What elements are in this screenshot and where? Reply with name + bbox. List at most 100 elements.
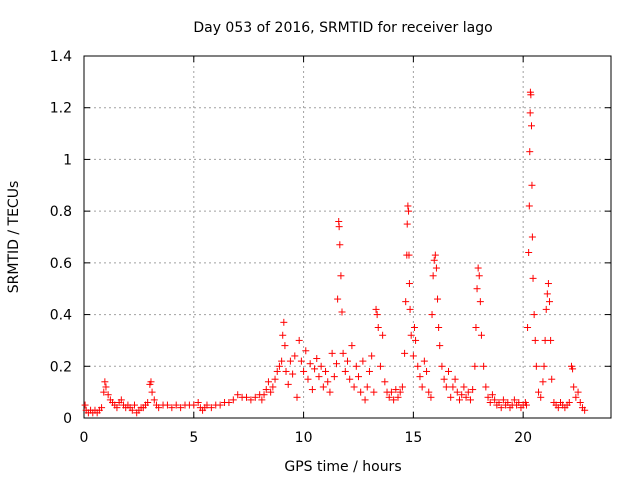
data-point bbox=[488, 391, 496, 399]
data-point bbox=[451, 375, 459, 383]
data-point bbox=[381, 378, 389, 386]
data-point bbox=[275, 362, 283, 370]
data-point bbox=[271, 375, 279, 383]
data-point bbox=[306, 360, 314, 368]
y-tick-label: 1 bbox=[63, 152, 72, 168]
data-point bbox=[471, 362, 479, 370]
data-point bbox=[315, 373, 323, 381]
data-point bbox=[150, 396, 158, 404]
data-point bbox=[177, 404, 185, 412]
data-point bbox=[548, 375, 556, 383]
data-point bbox=[554, 404, 562, 412]
x-tick-label: 20 bbox=[514, 430, 532, 446]
data-point bbox=[431, 251, 439, 259]
data-point bbox=[409, 352, 417, 360]
data-point bbox=[144, 398, 152, 406]
x-tick-label: 15 bbox=[404, 430, 422, 446]
data-point bbox=[537, 393, 545, 401]
data-point bbox=[387, 388, 395, 396]
data-point bbox=[576, 398, 584, 406]
data-point bbox=[403, 220, 411, 228]
data-point bbox=[526, 109, 534, 117]
data-point bbox=[339, 349, 347, 357]
data-point bbox=[418, 383, 426, 391]
data-point bbox=[429, 272, 437, 280]
data-point bbox=[100, 388, 108, 396]
data-point bbox=[423, 367, 431, 375]
data-point bbox=[267, 388, 275, 396]
data-point bbox=[495, 398, 503, 406]
data-point bbox=[435, 324, 443, 331]
data-point bbox=[229, 396, 237, 404]
data-point bbox=[484, 393, 492, 401]
data-point bbox=[216, 401, 224, 409]
data-point bbox=[570, 383, 578, 391]
x-axis-title: GPS time / hours bbox=[284, 459, 401, 475]
data-point bbox=[260, 391, 268, 399]
data-point bbox=[466, 396, 474, 404]
data-point bbox=[308, 386, 316, 394]
data-point bbox=[569, 365, 577, 373]
data-point bbox=[280, 318, 288, 326]
data-point bbox=[460, 383, 468, 391]
data-point bbox=[194, 398, 202, 406]
data-point bbox=[464, 388, 472, 396]
data-point bbox=[531, 336, 539, 344]
data-point bbox=[190, 401, 198, 409]
data-point bbox=[344, 357, 351, 365]
y-tick-label: 0.8 bbox=[50, 204, 72, 220]
data-point bbox=[262, 386, 270, 394]
data-point bbox=[98, 404, 106, 412]
data-point bbox=[474, 264, 482, 272]
data-point bbox=[527, 91, 535, 99]
data-point bbox=[336, 241, 344, 249]
data-point bbox=[251, 393, 259, 401]
data-point bbox=[374, 324, 382, 331]
data-point bbox=[163, 401, 171, 409]
data-point bbox=[526, 148, 534, 156]
data-point bbox=[525, 202, 533, 210]
data-point bbox=[406, 305, 414, 313]
data-point bbox=[131, 401, 139, 409]
data-point bbox=[499, 396, 507, 404]
data-point bbox=[445, 367, 453, 375]
data-point bbox=[404, 202, 412, 210]
axis-ticks: 0 5 10 15 20 0 0.2 0.4 0.6 0.8 1 1.2 1.4 bbox=[50, 49, 611, 446]
data-point bbox=[352, 362, 360, 370]
data-point bbox=[334, 295, 342, 303]
data-point bbox=[341, 367, 349, 375]
data-point bbox=[317, 362, 325, 370]
data-point bbox=[322, 367, 330, 375]
data-point bbox=[462, 393, 470, 401]
data-point bbox=[546, 298, 554, 306]
data-point bbox=[416, 373, 424, 381]
data-point bbox=[412, 336, 420, 344]
data-point bbox=[279, 331, 287, 339]
data-point bbox=[128, 406, 136, 414]
data-point bbox=[543, 290, 551, 298]
data-point bbox=[430, 256, 438, 264]
data-point bbox=[225, 398, 233, 406]
data-point bbox=[392, 386, 400, 394]
data-point bbox=[528, 233, 536, 241]
data-point bbox=[428, 311, 436, 319]
data-point bbox=[440, 375, 448, 383]
data-point bbox=[565, 398, 573, 406]
data-point bbox=[357, 388, 365, 396]
data-point bbox=[510, 396, 518, 404]
data-point bbox=[284, 380, 292, 388]
data-point bbox=[147, 378, 155, 386]
data-point bbox=[359, 357, 367, 365]
data-point bbox=[207, 404, 215, 412]
data-point bbox=[447, 393, 455, 401]
data-point bbox=[281, 342, 289, 350]
data-point bbox=[234, 391, 242, 399]
data-point bbox=[102, 383, 110, 391]
data-point bbox=[286, 357, 294, 365]
data-point bbox=[258, 396, 266, 404]
data-point bbox=[482, 383, 490, 391]
data-point bbox=[148, 388, 156, 396]
data-point bbox=[542, 305, 550, 313]
data-point bbox=[398, 383, 406, 391]
